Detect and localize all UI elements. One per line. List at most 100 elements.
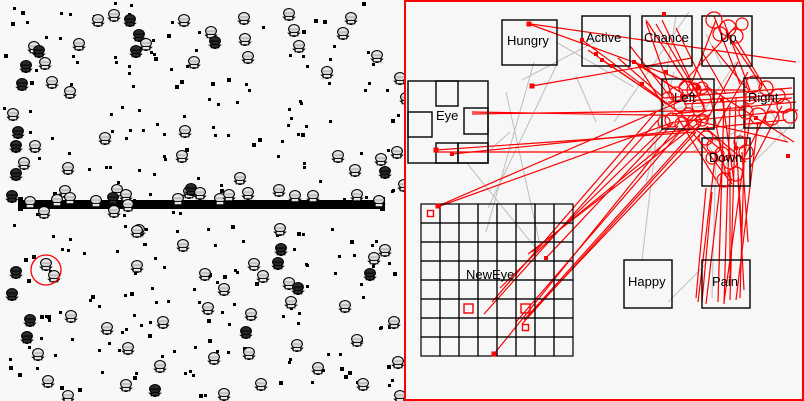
agent-sprite[interactable]	[176, 239, 190, 252]
agent-sprite[interactable]	[238, 33, 252, 46]
neuron-circle[interactable]	[695, 113, 709, 127]
neweye-cell[interactable]	[477, 279, 498, 300]
neweye-active-cell[interactable]	[520, 303, 531, 314]
agent-sprite[interactable]	[391, 356, 404, 369]
agent-sprite[interactable]	[50, 194, 64, 207]
neweye-cell[interactable]	[458, 317, 479, 338]
neweye-cell[interactable]	[553, 298, 574, 319]
agent-sprite[interactable]	[9, 266, 23, 279]
agent-sprite[interactable]	[344, 12, 358, 25]
neuron-circle[interactable]	[706, 138, 722, 154]
neweye-active-cell[interactable]	[463, 303, 474, 314]
neweye-cell[interactable]	[439, 317, 460, 338]
agent-sprite[interactable]	[123, 14, 137, 27]
neuron-circle[interactable]	[745, 75, 763, 93]
agent-sprite[interactable]	[287, 24, 301, 37]
neweye-cell[interactable]	[458, 241, 479, 262]
eye-cell-3[interactable]	[435, 142, 459, 164]
neweye-cell[interactable]	[553, 241, 574, 262]
agent-sprite[interactable]	[241, 51, 255, 64]
agent-sprite[interactable]	[175, 150, 189, 163]
agent-sprite[interactable]	[273, 223, 287, 236]
agent-sprite[interactable]	[311, 362, 325, 375]
neweye-cell[interactable]	[496, 298, 517, 319]
agent-sprite[interactable]	[119, 189, 133, 202]
agent-sprite[interactable]	[19, 60, 33, 73]
agent-sprite[interactable]	[61, 162, 75, 175]
agent-sprite[interactable]	[177, 14, 191, 27]
agent-sprite[interactable]	[41, 375, 55, 388]
neweye-cell[interactable]	[534, 298, 555, 319]
neuron-circle[interactable]	[698, 130, 714, 146]
neuron-circle[interactable]	[674, 116, 690, 132]
neweye-cell[interactable]	[496, 222, 517, 243]
agent-sprite[interactable]	[198, 268, 212, 281]
agent-sprite[interactable]	[356, 378, 370, 391]
neuron-circle[interactable]	[691, 99, 705, 113]
neuron-circle[interactable]	[673, 99, 687, 113]
agent-sprite[interactable]	[271, 257, 285, 270]
agent-sprite[interactable]	[187, 56, 201, 69]
neweye-cell[interactable]	[534, 317, 555, 338]
neuron-circle[interactable]	[722, 154, 738, 170]
neweye-cell[interactable]	[420, 279, 441, 300]
agent-sprite[interactable]	[233, 172, 247, 185]
agent-sprite[interactable]	[121, 199, 135, 212]
neuron-circle[interactable]	[749, 107, 767, 125]
agent-sprite[interactable]	[350, 334, 364, 347]
agent-sprite[interactable]	[244, 308, 258, 321]
agent-sprite[interactable]	[6, 108, 20, 121]
agent-sprite[interactable]	[28, 140, 42, 153]
agent-sprite[interactable]	[39, 258, 53, 271]
agent-sprite[interactable]	[291, 282, 305, 295]
agent-sprite[interactable]	[139, 38, 153, 51]
neweye-cell[interactable]	[439, 298, 460, 319]
agent-sprite[interactable]	[350, 189, 364, 202]
neweye-cell[interactable]	[534, 203, 555, 224]
neuron-circle[interactable]	[738, 104, 754, 120]
agent-sprite[interactable]	[107, 9, 121, 22]
neuron-circle[interactable]	[782, 108, 798, 124]
agent-sprite[interactable]	[89, 195, 103, 208]
agent-sprite[interactable]	[38, 57, 52, 70]
neuron-circle-layer[interactable]	[657, 11, 798, 188]
neuron-box-up[interactable]	[701, 15, 753, 67]
agent-sprite[interactable]	[106, 192, 120, 205]
agent-sprite[interactable]	[374, 153, 388, 166]
agent-sprite[interactable]	[156, 316, 170, 329]
agent-sprite[interactable]	[23, 196, 37, 209]
agent-sprite[interactable]	[20, 331, 34, 344]
eye-cell-0[interactable]	[435, 80, 459, 107]
neweye-cell[interactable]	[420, 298, 441, 319]
neuron-box-right[interactable]	[743, 77, 795, 129]
agent-sprite[interactable]	[274, 243, 288, 256]
neuron-box-down[interactable]	[701, 137, 751, 187]
neweye-cell[interactable]	[534, 336, 555, 357]
neweye-cell[interactable]	[515, 222, 536, 243]
agent-sprite[interactable]	[130, 260, 144, 273]
agent-sprite[interactable]	[372, 195, 386, 208]
neuron-circle[interactable]	[712, 26, 728, 42]
agent-sprite[interactable]	[254, 378, 268, 391]
neweye-cell[interactable]	[515, 203, 536, 224]
neuron-circle[interactable]	[764, 110, 780, 126]
neuron-circle[interactable]	[758, 80, 774, 96]
agent-sprite[interactable]	[208, 36, 222, 49]
agent-sprite[interactable]	[242, 347, 256, 360]
agent-sprite[interactable]	[184, 183, 198, 196]
neuron-box-chance[interactable]	[641, 15, 693, 67]
neuron-circle[interactable]	[738, 144, 754, 160]
agent-sprite[interactable]	[5, 190, 19, 203]
agent-sprite[interactable]	[282, 277, 296, 290]
agent-sprite[interactable]	[306, 190, 320, 203]
neweye-cell[interactable]	[534, 260, 555, 281]
agent-sprite[interactable]	[5, 288, 19, 301]
agent-sprite[interactable]	[363, 268, 377, 281]
neuron-circle[interactable]	[678, 80, 694, 96]
neuron-circle[interactable]	[719, 19, 737, 37]
agent-sprite[interactable]	[378, 166, 392, 179]
agent-sprite[interactable]	[31, 348, 45, 361]
neuron-circle[interactable]	[714, 146, 730, 162]
neweye-cell[interactable]	[439, 241, 460, 262]
agent-sprite[interactable]	[107, 205, 121, 218]
